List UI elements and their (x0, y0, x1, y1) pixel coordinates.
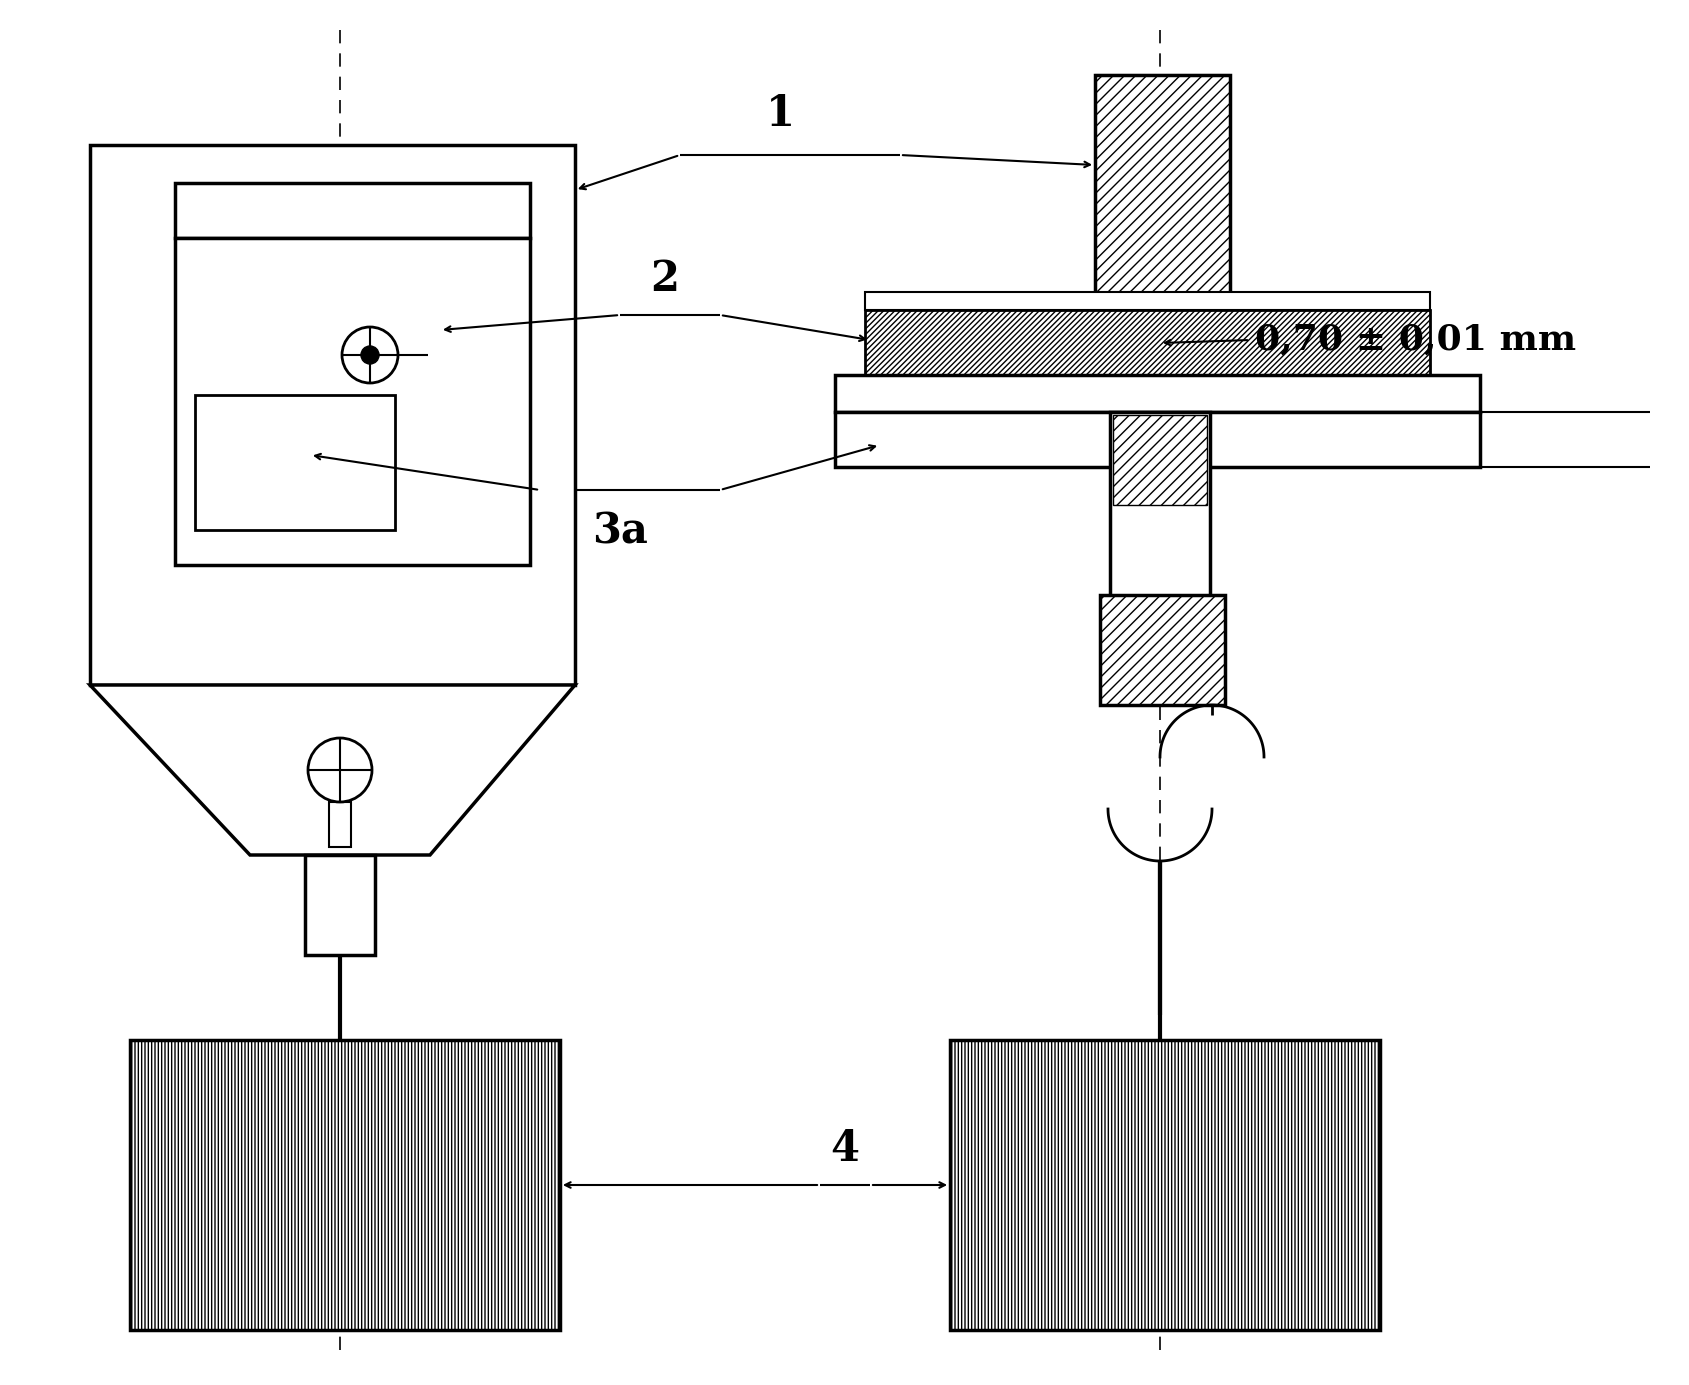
Polygon shape (90, 686, 574, 855)
Bar (194, 395, 395, 530)
Bar (1100, 596, 1225, 705)
Circle shape (307, 738, 372, 802)
Bar (834, 375, 1480, 411)
Bar (176, 183, 530, 238)
Circle shape (341, 327, 399, 384)
Bar (306, 855, 375, 956)
Circle shape (361, 346, 378, 364)
Bar (865, 310, 1431, 377)
Bar (130, 1040, 561, 1330)
Bar (865, 292, 1431, 310)
Text: 4: 4 (831, 1127, 860, 1170)
Bar (949, 1040, 1380, 1330)
Bar (834, 411, 1480, 467)
Bar (176, 238, 530, 565)
Bar (1110, 411, 1209, 605)
Text: 0,70 ± 0,01 mm: 0,70 ± 0,01 mm (1255, 323, 1576, 357)
Text: 2: 2 (650, 258, 679, 301)
Bar (1094, 75, 1230, 305)
Bar (90, 145, 574, 686)
Bar (1113, 416, 1208, 506)
Bar (329, 802, 351, 848)
Text: 1: 1 (765, 93, 794, 134)
Text: 3a: 3a (593, 510, 649, 553)
